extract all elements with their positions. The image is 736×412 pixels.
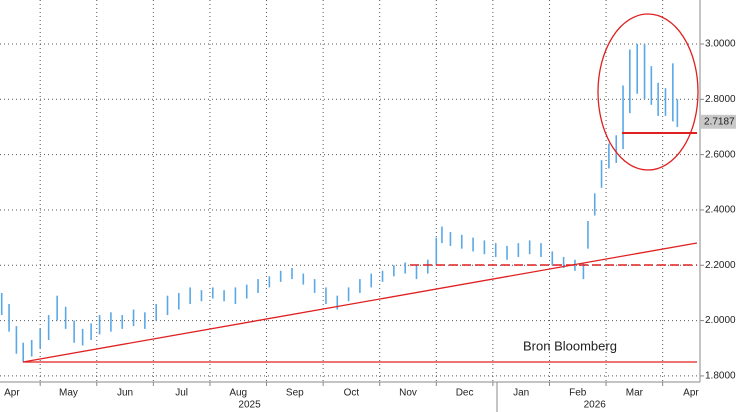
x-tick-label: Aug xyxy=(229,388,247,399)
year-label: 2026 xyxy=(584,400,607,411)
y-tick-label: 2.6000 xyxy=(705,149,736,160)
last-value-box xyxy=(701,114,736,129)
x-tick-label: Mar xyxy=(626,388,644,399)
last-value-label: 2.7187 xyxy=(704,116,735,127)
plot xyxy=(0,0,700,382)
y-tick-label: 2.4000 xyxy=(705,205,736,216)
x-tick-label: Nov xyxy=(399,388,417,399)
annotations xyxy=(22,13,699,363)
x-tick-label: Jul xyxy=(175,388,188,399)
y-tick-label: 2.8000 xyxy=(705,94,736,105)
trend-line xyxy=(22,242,698,363)
x-tick-label: Jan xyxy=(513,388,529,399)
x-tick-label: Jun xyxy=(117,388,133,399)
x-tick-label: Sep xyxy=(286,388,304,399)
x-tick-label: Oct xyxy=(344,388,360,399)
year-label: 2025 xyxy=(238,400,261,411)
x-tick-label: Feb xyxy=(569,388,587,399)
y-tick-label: 2.0000 xyxy=(705,315,736,326)
x-tick-label: Apr xyxy=(4,388,20,399)
y-tick-label: 3.0000 xyxy=(705,39,736,50)
y-tick-label: 2.2000 xyxy=(705,260,736,271)
y-tick-label: 1.8000 xyxy=(705,371,736,382)
x-tick-label: Apr xyxy=(683,388,699,399)
annotation: Bron Bloomberg xyxy=(523,338,617,353)
x-tick-label: May xyxy=(59,388,78,399)
highlight-ellipse xyxy=(597,13,699,171)
x-tick-label: Dec xyxy=(456,388,474,399)
